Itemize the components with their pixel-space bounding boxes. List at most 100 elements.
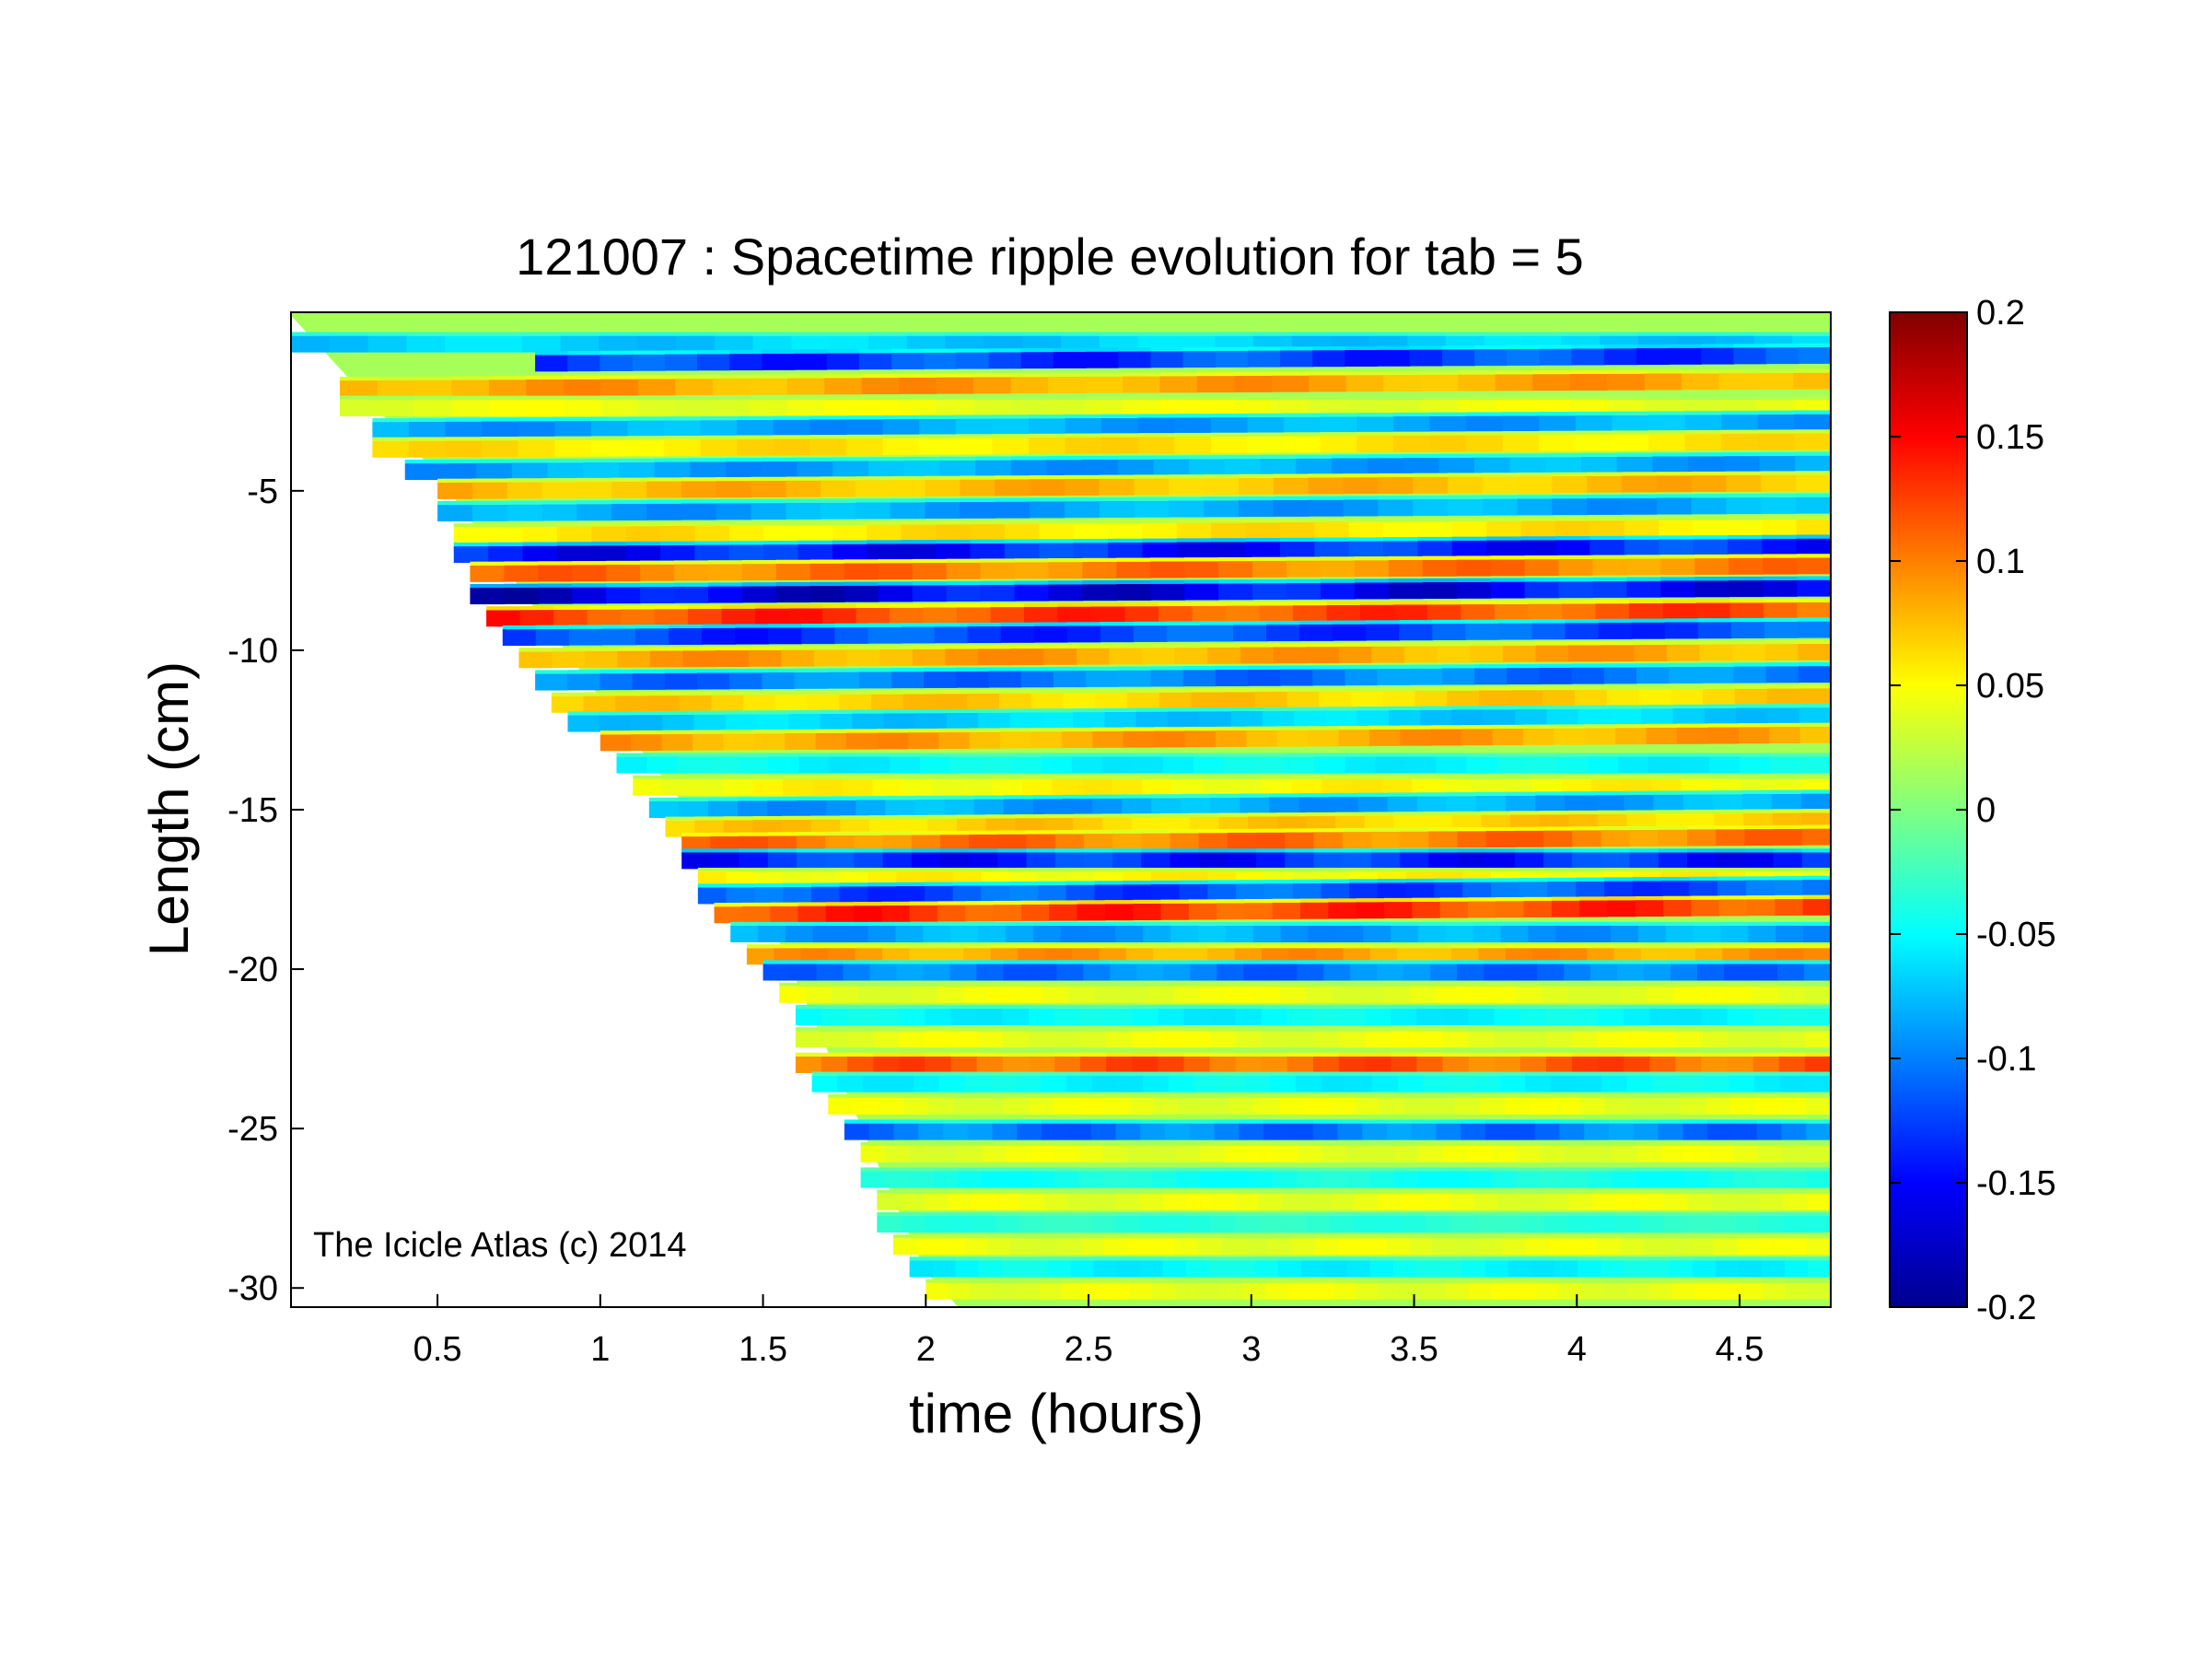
heatmap-cell xyxy=(912,581,948,586)
heatmap-cell xyxy=(1773,852,1803,870)
heatmap-cell xyxy=(677,753,709,757)
heatmap-cell xyxy=(470,561,506,566)
heatmap-cell xyxy=(1664,622,1699,639)
heatmap-cell xyxy=(1660,580,1696,598)
heatmap-cell xyxy=(1330,1193,1355,1210)
heatmap-cell xyxy=(1252,921,1282,926)
heatmap-cell xyxy=(1701,1027,1729,1032)
heatmap-cell xyxy=(821,1027,848,1032)
heatmap-cell xyxy=(751,476,787,481)
heatmap-cell xyxy=(1483,709,1516,727)
heatmap-cell xyxy=(637,399,677,416)
heatmap-cell xyxy=(1315,944,1345,949)
heatmap-cell xyxy=(1712,794,1743,812)
heatmap-cell xyxy=(797,525,833,543)
heatmap-cell xyxy=(1558,578,1594,582)
heatmap-cell xyxy=(860,1145,886,1162)
heatmap-cell xyxy=(909,1256,934,1261)
heatmap-cell xyxy=(1253,1093,1280,1098)
heatmap-cell xyxy=(1042,1119,1067,1124)
heatmap-cell xyxy=(846,419,884,437)
ripple-band xyxy=(340,368,1831,398)
heatmap-cell xyxy=(1743,809,1774,813)
heatmap-cell xyxy=(633,778,664,796)
heatmap-cell xyxy=(1284,753,1316,757)
heatmap-cell xyxy=(712,399,751,416)
heatmap-cell xyxy=(810,815,842,820)
heatmap-cell xyxy=(631,734,663,752)
heatmap-cell xyxy=(1676,727,1709,744)
heatmap-cell xyxy=(1796,534,1831,539)
heatmap-cell xyxy=(1320,560,1356,578)
heatmap-cell xyxy=(1099,497,1135,501)
heatmap-cell xyxy=(1188,903,1217,920)
heatmap-cell xyxy=(1730,1097,1757,1115)
heatmap-cell xyxy=(1779,1071,1807,1076)
heatmap-cell xyxy=(1684,415,1723,432)
heatmap-cell xyxy=(1192,605,1227,623)
heatmap-cell xyxy=(1234,375,1273,392)
heatmap-cell xyxy=(1312,1031,1340,1048)
heatmap-cell xyxy=(1200,1145,1226,1162)
heatmap-cell xyxy=(1687,1193,1713,1210)
heatmap-cell xyxy=(976,1009,1004,1025)
heatmap-cell xyxy=(1184,730,1217,748)
heatmap-cell xyxy=(1796,493,1831,497)
heatmap-cell xyxy=(909,1141,935,1146)
heatmap-cell xyxy=(815,732,847,750)
x-tick-label: 2.5 xyxy=(1065,1330,1113,1369)
heatmap-cell xyxy=(627,416,665,421)
heatmap-cell xyxy=(1765,344,1799,348)
heatmap-cell xyxy=(1771,789,1802,794)
heatmap-cell xyxy=(834,626,869,644)
heatmap-cell xyxy=(986,1238,1012,1256)
heatmap-cell xyxy=(1271,399,1310,416)
heatmap-cell xyxy=(945,332,985,336)
heatmap-cell xyxy=(572,565,607,582)
heatmap-cell xyxy=(1583,926,1612,942)
heatmap-cell xyxy=(1349,882,1379,900)
heatmap-cell xyxy=(1276,726,1309,730)
heatmap-cell xyxy=(1490,882,1520,899)
heatmap-cell xyxy=(826,800,857,817)
heatmap-cell xyxy=(1354,556,1390,561)
heatmap-cell xyxy=(1796,497,1831,514)
heatmap-cell xyxy=(1320,416,1358,434)
heatmap-cell xyxy=(899,399,937,416)
heatmap-cell xyxy=(1115,921,1145,926)
heatmap-cell xyxy=(1158,692,1193,709)
heatmap-cell xyxy=(1081,778,1113,796)
heatmap-cell xyxy=(960,479,996,497)
heatmap-cell xyxy=(1305,986,1333,1003)
heatmap-cell xyxy=(1116,1256,1141,1261)
heatmap-cell xyxy=(1696,599,1731,603)
heatmap-cell xyxy=(1727,1009,1754,1025)
heatmap-cell xyxy=(925,1027,952,1032)
heatmap-cell xyxy=(1442,1052,1470,1057)
heatmap-cell xyxy=(957,607,992,625)
heatmap-cell xyxy=(1315,1238,1340,1256)
heatmap-cell xyxy=(1525,1075,1552,1092)
heatmap-cell xyxy=(700,420,739,438)
heatmap-cell xyxy=(716,503,752,520)
heatmap-cell xyxy=(1462,882,1492,899)
heatmap-cell xyxy=(1077,900,1106,905)
colorbar-tick-label: 0.05 xyxy=(1976,667,2044,706)
heatmap-cell xyxy=(877,732,909,750)
heatmap-cell xyxy=(890,498,926,503)
heatmap-cell xyxy=(1109,648,1143,665)
heatmap-cell xyxy=(1488,986,1517,1003)
heatmap-cell xyxy=(1291,1234,1316,1239)
heatmap-cell xyxy=(1350,960,1379,964)
heatmap-cell xyxy=(694,816,725,821)
heatmap-cell xyxy=(1544,1216,1569,1233)
heatmap-cell xyxy=(1392,412,1431,417)
heatmap-cell xyxy=(1422,578,1458,583)
heatmap-cell xyxy=(805,982,833,987)
heatmap-cell xyxy=(1775,926,1804,942)
heatmap-cell xyxy=(1754,1071,1781,1076)
heatmap-cell xyxy=(1672,986,1701,1003)
heatmap-cell xyxy=(825,905,855,923)
heatmap-cell xyxy=(1284,432,1321,437)
heatmap-cell xyxy=(821,1004,848,1009)
